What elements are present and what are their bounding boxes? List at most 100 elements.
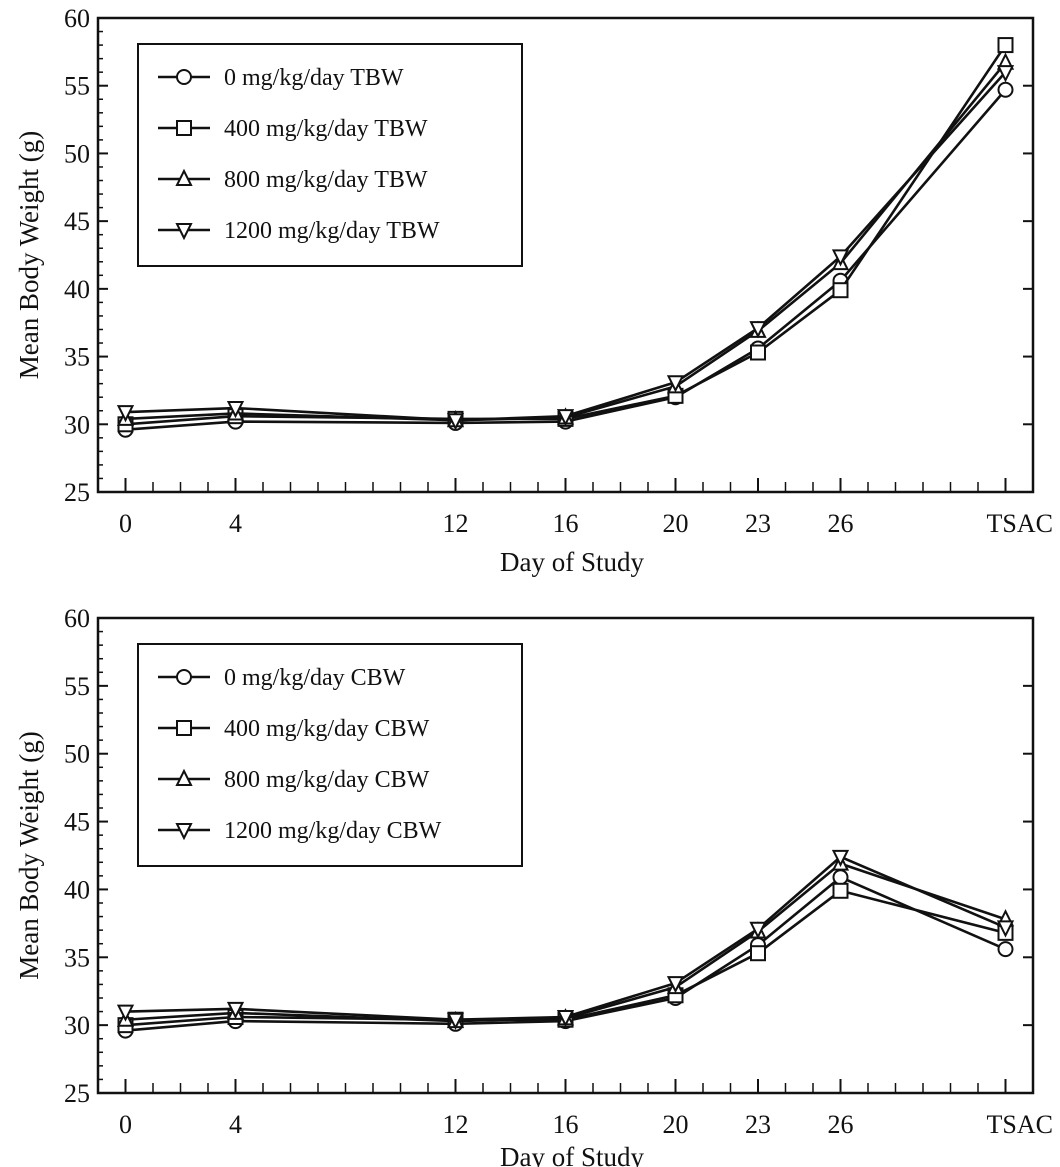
series-line	[125, 61, 1007, 422]
data-point	[997, 37, 1014, 54]
data-point	[997, 941, 1014, 958]
data-point	[116, 405, 135, 423]
series-2	[116, 853, 1015, 1029]
x-tick-label: 20	[663, 509, 689, 538]
legend-label: 0 mg/kg/day TBW	[224, 65, 404, 91]
y-tick-label: 45	[64, 207, 90, 236]
x-tick-label: 12	[443, 509, 469, 538]
data-point	[749, 921, 767, 940]
y-tick-label: 55	[64, 672, 90, 701]
series-line	[125, 44, 1007, 426]
y-tick-label: 45	[64, 808, 90, 837]
legend-item: 1200 mg/kg/day TBW	[158, 218, 440, 244]
x-tick-label: TSAC	[987, 1110, 1053, 1139]
y-tick-label: 50	[64, 139, 90, 168]
y-tick-label: 25	[64, 1079, 90, 1108]
legend-item: 800 mg/kg/day TBW	[158, 167, 428, 193]
y-tick-label: 55	[64, 72, 90, 101]
data-point	[446, 413, 465, 431]
legend-item: 1200 mg/kg/day CBW	[158, 818, 442, 844]
legend-marker	[175, 768, 193, 786]
y-tick-label: 60	[64, 4, 90, 33]
legend-label: 0 mg/kg/day CBW	[224, 665, 406, 691]
data-point	[996, 920, 1015, 938]
chart-panel-2: 25 30 35 40 45 50 55 60 0 4 12 16 20 23 26 TSAC Day of S…	[14, 604, 1053, 1167]
data-point	[666, 375, 685, 393]
data-point	[831, 849, 850, 868]
legend-label: 1200 mg/kg/day CBW	[224, 818, 442, 844]
data-point	[996, 65, 1015, 83]
legend-marker	[175, 168, 193, 186]
legend-label: 400 mg/kg/day CBW	[224, 716, 430, 742]
y-tick-label: 40	[64, 275, 90, 304]
data-point	[997, 81, 1014, 98]
series-line	[125, 88, 1007, 431]
y-tick-label: 35	[64, 943, 90, 972]
legend-item: 0 mg/kg/day TBW	[158, 65, 404, 91]
y-tick-label: 50	[64, 740, 90, 769]
data-point	[750, 945, 766, 962]
x-tick-label: 4	[229, 509, 242, 538]
x-tick-label: 0	[119, 1110, 132, 1139]
x-tick-label: 26	[828, 509, 854, 538]
x-tick-label: 16	[553, 509, 579, 538]
legend-label: 1200 mg/kg/day TBW	[224, 218, 440, 244]
data-point	[556, 1010, 575, 1028]
legend: 0 mg/kg/day CBW 400 mg/kg/day CBW 800 mg/k…	[137, 643, 523, 867]
legend-label: 800 mg/kg/day TBW	[224, 167, 428, 193]
data-point	[832, 869, 849, 886]
legend-marker	[176, 69, 192, 85]
series-line	[125, 875, 1007, 1032]
x-axis-title: Day of Study	[500, 1142, 644, 1167]
x-axis: 0 4 12 16 20 23 26 TSAC	[119, 478, 1053, 538]
x-tick-label: 16	[553, 1110, 579, 1139]
legend-item: 0 mg/kg/day CBW	[158, 665, 406, 691]
data-point	[749, 321, 767, 339]
x-tick-label: 4	[229, 1110, 242, 1139]
y-axis: 25 30 35 40 45 50 55 60	[64, 4, 1033, 507]
x-axis: 0 4 12 16 20 23 26 TSAC	[119, 1079, 1053, 1139]
data-point	[832, 282, 849, 299]
y-tick-label: 60	[64, 604, 90, 633]
legend-label: 400 mg/kg/day TBW	[224, 116, 428, 142]
series-line	[125, 71, 1007, 422]
series-line	[125, 889, 1006, 1027]
data-point	[666, 976, 685, 994]
data-point	[831, 249, 850, 267]
legend-item: 400 mg/kg/day CBW	[158, 716, 430, 742]
data-point	[750, 344, 766, 361]
x-tick-label: 23	[745, 1110, 771, 1139]
y-tick-label: 40	[64, 875, 90, 904]
legend-item: 800 mg/kg/day CBW	[158, 767, 430, 793]
series-line	[125, 855, 1007, 1022]
data-point	[446, 1012, 465, 1030]
data-point	[556, 409, 575, 427]
x-tick-label: TSAC	[987, 509, 1053, 538]
x-tick-label: 23	[745, 509, 771, 538]
legend-marker	[175, 223, 193, 241]
y-tick-label: 30	[64, 410, 90, 439]
legend-marker	[176, 720, 192, 736]
data-point	[226, 1001, 245, 1020]
y-axis-title: Mean Body Weight (g)	[14, 731, 44, 980]
y-tick-label: 25	[64, 478, 90, 507]
data-point	[226, 401, 245, 419]
x-axis-title: Day of Study	[500, 547, 644, 577]
y-axis: 25 30 35 40 45 50 55 60	[64, 604, 1033, 1108]
x-tick-label: 26	[828, 1110, 854, 1139]
chart-panel-1: 25 30 35 40 45 50 55 60 0 4 12 16 20 23 26 TSAC Day of S…	[14, 4, 1053, 577]
y-tick-label: 35	[64, 343, 90, 372]
series-3	[116, 65, 1015, 431]
series-line	[125, 862, 1006, 1023]
x-tick-label: 0	[119, 509, 132, 538]
legend-marker	[176, 120, 192, 136]
y-axis-title: Mean Body Weight (g)	[14, 131, 44, 380]
legend-item: 400 mg/kg/day TBW	[158, 116, 428, 142]
data-point	[832, 882, 849, 899]
data-point	[116, 1004, 135, 1022]
y-tick-label: 30	[64, 1011, 90, 1040]
legend-marker	[176, 669, 192, 685]
x-tick-label: 12	[443, 1110, 469, 1139]
legend-marker	[175, 823, 193, 841]
